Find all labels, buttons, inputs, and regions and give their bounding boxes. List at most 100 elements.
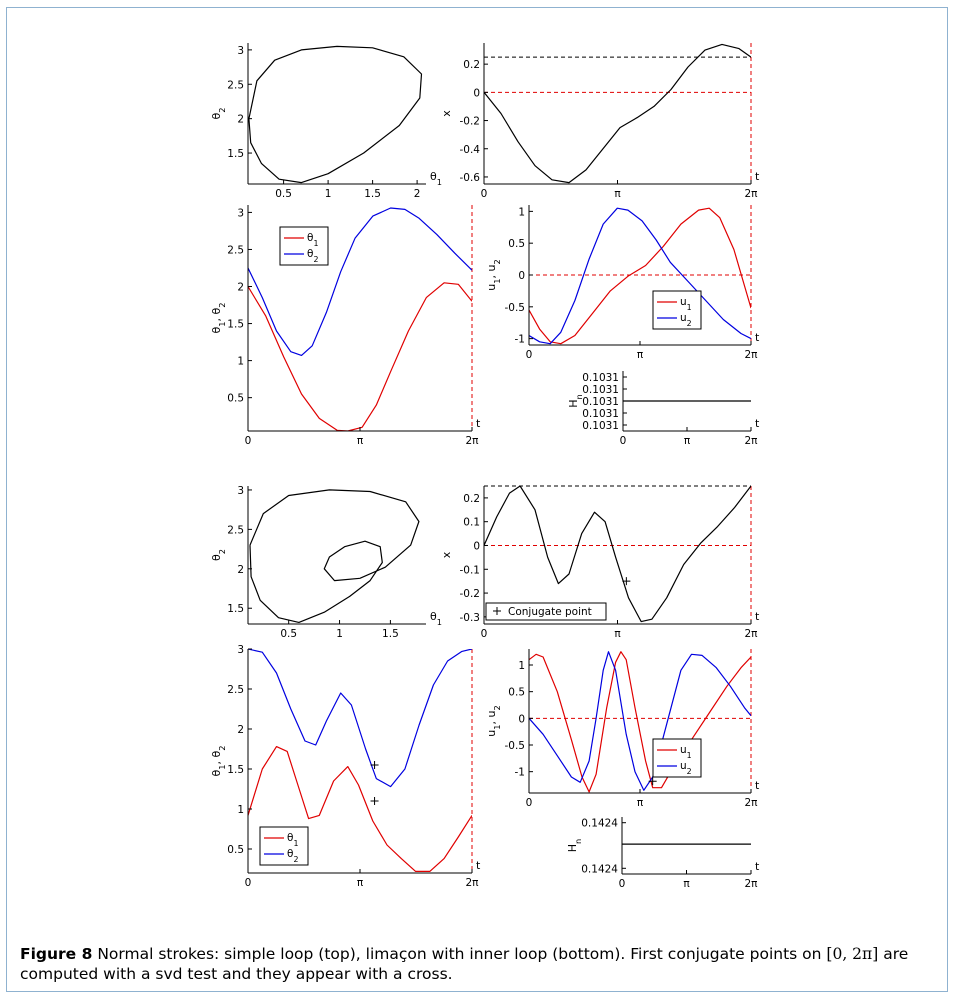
y-tick-label: 1 <box>518 206 525 218</box>
y-tick-label: 0.5 <box>227 393 244 405</box>
axis-label: t <box>755 860 760 873</box>
series-line-1 <box>248 282 472 431</box>
x-tick-label: 2π <box>465 877 479 889</box>
chart-top-x: 0 π 2π -0.6 -0.4 -0.2 0 0.2 t x <box>440 43 760 200</box>
axis-label: u2 <box>680 760 692 776</box>
y-tick-label: -0.6 <box>460 172 481 184</box>
caption-interval: [0, 2π] <box>826 945 879 963</box>
series-line-2 <box>529 651 751 791</box>
y-tick-label: 2.5 <box>227 79 244 91</box>
x-tick-label: 2 <box>414 188 421 200</box>
caption-text-1: Normal strokes: simple loop (top), limaç… <box>97 945 822 963</box>
legend-box <box>259 826 309 866</box>
y-tick-label: -0.2 <box>460 588 481 600</box>
x-tick-label: 2π <box>465 435 479 447</box>
y-tick-label: 0.1 <box>463 517 480 529</box>
y-tick-label: -0.3 <box>460 612 481 624</box>
axis-label: t <box>755 610 760 623</box>
y-tick-label: 0.2 <box>463 59 480 71</box>
axis-label: t <box>755 417 760 430</box>
x-tick-label: 0 <box>481 628 488 640</box>
y-tick-label: 1 <box>237 804 244 816</box>
y-tick-label: 3 <box>237 207 244 219</box>
legend-label: Conjugate point <box>508 606 592 618</box>
conjugate-point-marker <box>622 577 631 586</box>
axis-label: t <box>476 859 481 872</box>
conjugate-point-marker <box>648 777 657 786</box>
legend-marker <box>493 607 501 615</box>
legend-box <box>652 738 702 778</box>
series-line-1 <box>529 651 751 793</box>
chart-bottom-x: 0 π 2π -0.3 -0.2 -0.1 0 0.1 0.2 t x Conjugate point <box>440 485 760 640</box>
figure-label: Figure 8 <box>20 945 93 963</box>
legend: Conjugate point <box>485 602 607 621</box>
conjugate-point-marker <box>370 797 379 805</box>
legend-box <box>652 290 702 330</box>
y-tick-label: -0.2 <box>460 116 481 128</box>
x-tick-label: 2π <box>744 878 758 890</box>
axis-label: t <box>755 779 760 792</box>
axis-label: u2 <box>680 312 692 328</box>
series-line-2 <box>529 207 751 345</box>
y-tick-label: 0 <box>473 540 480 552</box>
x-tick-label: 0 <box>526 797 533 809</box>
x-tick-label: π <box>357 435 364 447</box>
x-tick-label: π <box>357 877 364 889</box>
y-tick-label: -0.5 <box>505 740 526 752</box>
y-tick-label: 0.1031 <box>582 420 619 432</box>
x-tick-label: 2π <box>744 797 758 809</box>
y-tick-label: 0.1031 <box>582 408 619 420</box>
x-tick-label: 2π <box>744 188 758 200</box>
axis-label: θ1 <box>430 170 442 187</box>
x-tick-label: 2π <box>744 435 758 447</box>
axis-label: θ2 <box>210 108 227 120</box>
y-tick-label: 1 <box>237 356 244 368</box>
x-tick-label: 1 <box>336 628 343 640</box>
y-tick-label: -1 <box>515 334 525 346</box>
y-tick-label: 3 <box>237 485 244 497</box>
y-tick-label: 1.5 <box>227 764 244 776</box>
axis-label: θ1 <box>307 232 318 248</box>
y-tick-label: 2.5 <box>227 244 244 256</box>
series-line-1 <box>529 207 751 345</box>
caption-text-2: are computed with a svd test and they ap… <box>20 945 909 983</box>
x-tick-label: 0 <box>245 435 252 447</box>
x-tick-label: 0 <box>620 435 627 447</box>
figure-caption: Figure 8 Normal strokes: simple loop (to… <box>20 944 936 984</box>
axis-label: u1, u2 <box>485 705 502 736</box>
series-line-1 <box>484 43 751 184</box>
x-tick-label: π <box>684 435 691 447</box>
chart-bottom-hamiltonian: 0 π 2π 0.1424 0.1424 t Hn <box>566 817 760 890</box>
x-tick-label: π <box>637 349 644 361</box>
y-tick-label: 2 <box>237 114 244 126</box>
y-tick-label: 1.5 <box>227 148 244 160</box>
legend-box <box>279 226 329 266</box>
y-tick-label: -1 <box>515 767 525 779</box>
y-tick-label: 2.5 <box>227 524 244 536</box>
axis-label: u1 <box>680 744 692 760</box>
x-tick-label: 0.5 <box>280 628 297 640</box>
y-tick-label: 0 <box>518 713 525 725</box>
axis-label: t <box>755 170 760 183</box>
series-line-1 <box>484 486 751 623</box>
x-tick-label: 0 <box>481 188 488 200</box>
x-tick-label: 1.5 <box>382 628 399 640</box>
axis-label: θ1, θ2 <box>210 746 227 777</box>
x-tick-label: 0 <box>245 877 252 889</box>
axis-label: t <box>476 417 481 430</box>
y-tick-label: -0.1 <box>460 564 481 576</box>
y-tick-label: 0.1424 <box>581 863 618 875</box>
y-tick-label: 3 <box>237 45 244 57</box>
x-tick-label: 1.5 <box>364 188 381 200</box>
series-line-2 <box>248 649 472 788</box>
axis-label: θ1 <box>430 610 442 627</box>
x-tick-label: 0 <box>526 349 533 361</box>
y-tick-label: 2.5 <box>227 684 244 696</box>
